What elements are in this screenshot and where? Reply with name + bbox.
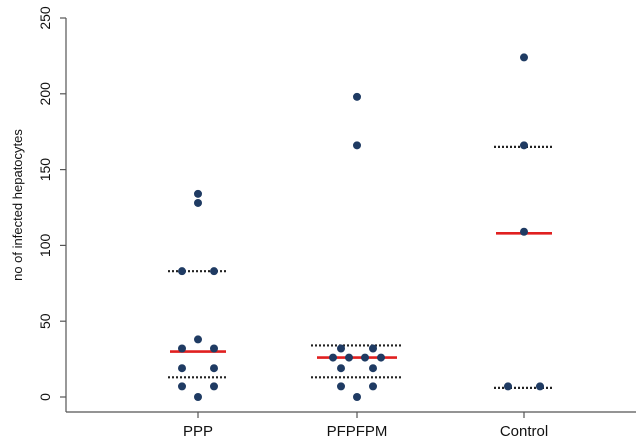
data-point <box>194 335 202 344</box>
data-point <box>337 364 345 373</box>
data-point <box>353 393 361 401</box>
data-points <box>178 53 544 401</box>
data-point <box>345 353 353 362</box>
data-point <box>210 382 218 391</box>
data-point <box>194 393 202 401</box>
data-point <box>329 353 337 362</box>
data-point <box>194 198 202 207</box>
y-tick-label: 0 <box>37 393 53 401</box>
y-tick-label: 150 <box>37 158 53 182</box>
data-point <box>369 344 377 353</box>
data-point <box>353 92 361 101</box>
data-point <box>520 53 528 62</box>
y-tick-label: 250 <box>37 6 53 30</box>
y-tick-label: 200 <box>37 82 53 106</box>
data-point <box>210 364 218 373</box>
x-tick-label: Control <box>500 423 548 440</box>
data-point <box>210 267 218 276</box>
data-point <box>178 267 186 276</box>
data-point <box>536 382 544 391</box>
data-point <box>178 344 186 353</box>
data-point <box>361 353 369 362</box>
data-point <box>337 382 345 391</box>
x-ticks: PPP PFPFPM Control <box>183 412 548 440</box>
x-tick-label: PPP <box>183 423 213 440</box>
data-point <box>369 364 377 373</box>
y-ticks: 0 50 100 150 200 250 <box>37 6 66 401</box>
data-point <box>520 141 528 150</box>
data-point <box>178 364 186 373</box>
axes <box>65 18 636 413</box>
median-lines <box>170 231 552 359</box>
x-tick-label: PFPFPM <box>327 423 388 440</box>
data-point <box>178 382 186 391</box>
data-point <box>377 353 385 362</box>
y-axis-title: no of infected hepatocytes <box>10 129 25 281</box>
data-point <box>194 189 202 198</box>
data-point <box>520 227 528 236</box>
y-tick-label: 50 <box>37 313 53 329</box>
data-point <box>210 344 218 353</box>
data-point <box>353 141 361 150</box>
data-point <box>337 344 345 353</box>
data-point <box>369 382 377 391</box>
data-point <box>504 382 512 391</box>
y-tick-label: 100 <box>37 234 53 258</box>
